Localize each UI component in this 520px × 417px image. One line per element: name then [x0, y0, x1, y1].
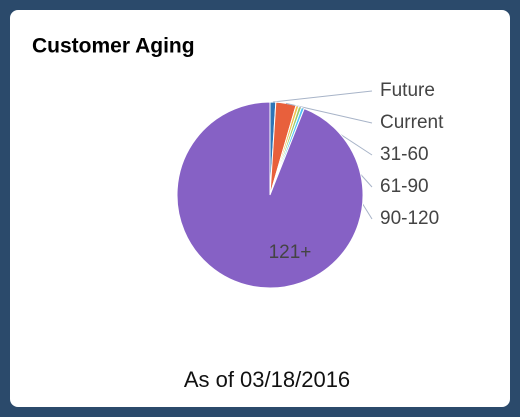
slice-label: 121+: [269, 242, 312, 263]
slice-label: 61-90: [380, 176, 429, 197]
pie-slice: [176, 101, 364, 289]
leader-line: [272, 90, 373, 103]
slice-label: Future: [380, 80, 435, 101]
slice-label: Current: [380, 112, 444, 133]
footer: As of 03/18/2016: [184, 367, 350, 392]
slice-label: 90-120: [380, 208, 439, 229]
slice-label: 31-60: [380, 144, 429, 165]
chart-title: Customer Aging: [32, 35, 195, 58]
